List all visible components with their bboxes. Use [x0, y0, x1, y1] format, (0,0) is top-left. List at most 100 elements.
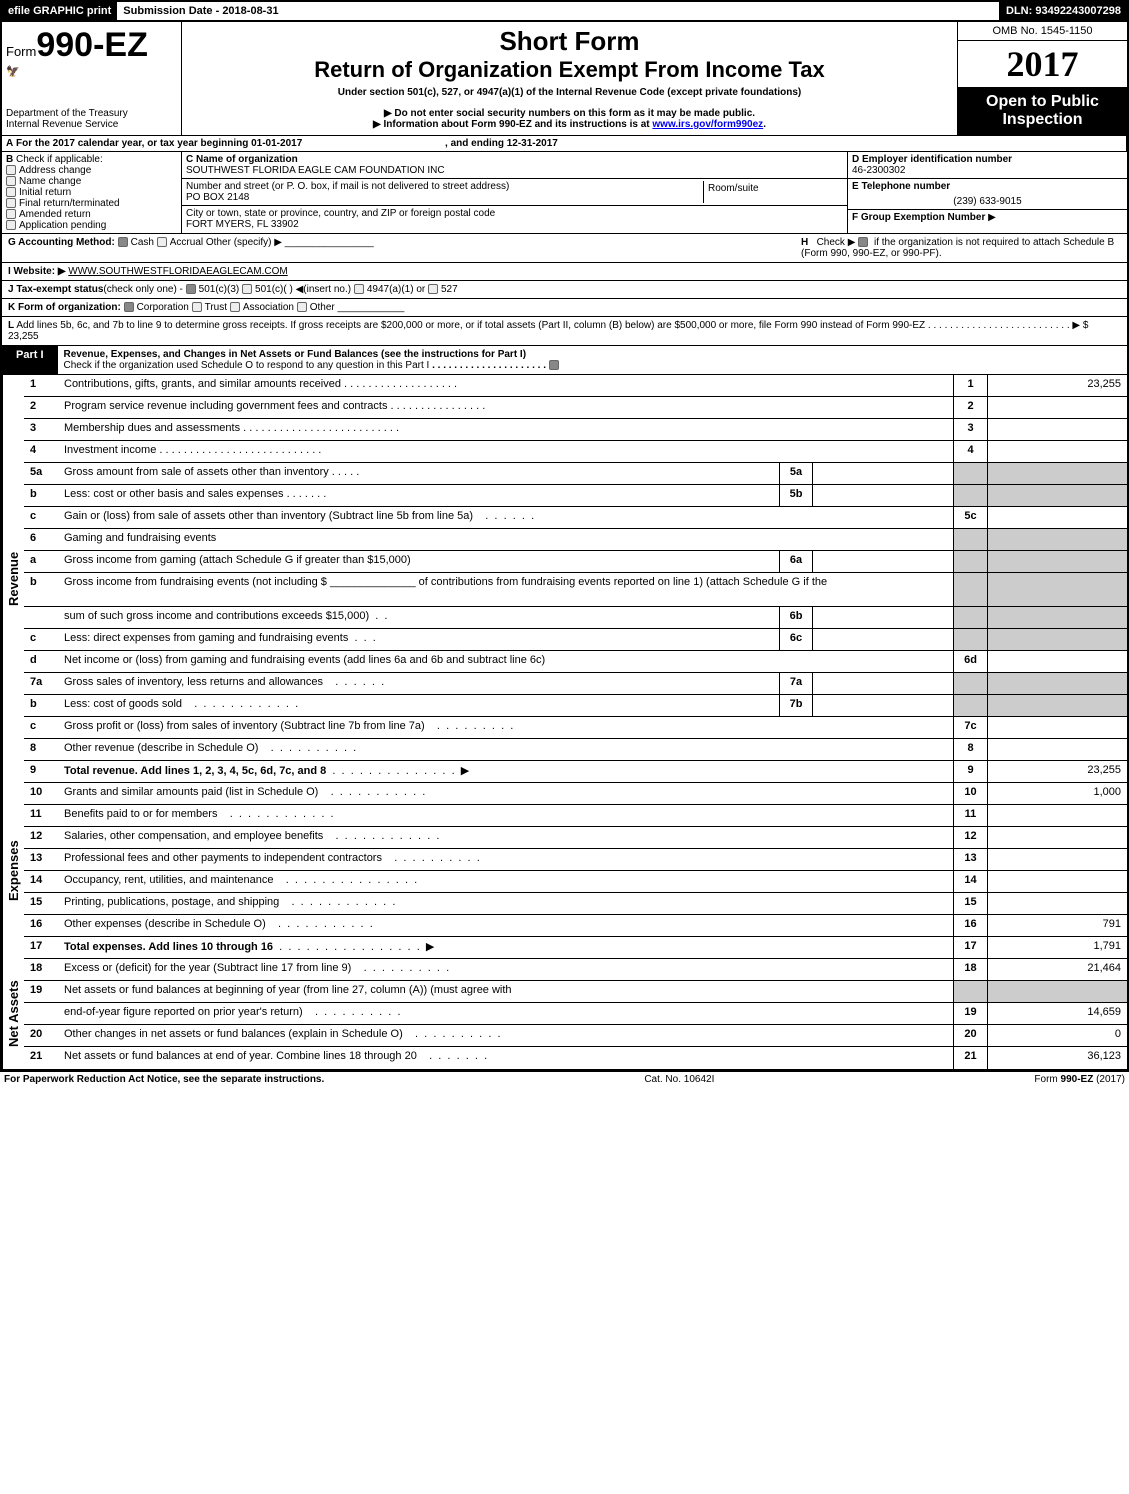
arrow-icon: ▶: [988, 212, 996, 223]
table-row: 10Grants and similar amounts paid (list …: [24, 783, 1127, 805]
val-10: 1,000: [987, 783, 1127, 804]
header-bar: efile GRAPHIC print Submission Date - 20…: [0, 0, 1129, 22]
table-row: sum of such gross income and contributio…: [24, 607, 1127, 629]
val-17: 1,791: [987, 937, 1127, 958]
tax-year: 2017: [958, 41, 1127, 87]
group-exemption-row: F Group Exemption Number ▶: [848, 210, 1127, 225]
table-row: 1Contributions, gifts, grants, and simil…: [24, 375, 1127, 397]
ein: 46-2300302: [852, 165, 905, 176]
part-i-title: Revenue, Expenses, and Changes in Net As…: [58, 346, 568, 374]
dln: DLN: 93492243007298: [1000, 2, 1127, 20]
address: PO BOX 2148: [186, 192, 249, 203]
table-row: bGross income from fundraising events (n…: [24, 573, 1127, 607]
table-row: dNet income or (loss) from gaming and fu…: [24, 651, 1127, 673]
checkbox-icon[interactable]: [354, 284, 364, 294]
checkbox-icon[interactable]: [118, 237, 128, 247]
chk-amended: Amended return: [19, 209, 91, 220]
chk-name: Name change: [19, 176, 81, 187]
checkbox-icon[interactable]: [549, 360, 559, 370]
right-column: OMB No. 1545-1150 2017 Open to Public In…: [957, 22, 1127, 135]
checkbox-icon[interactable]: [230, 302, 240, 312]
checkbox-icon[interactable]: [6, 176, 16, 186]
checkbox-icon[interactable]: [6, 220, 16, 230]
table-row: 13Professional fees and other payments t…: [24, 849, 1127, 871]
section-bcdef: B Check if applicable: Address change Na…: [0, 152, 1129, 234]
table-row: 2Program service revenue including gover…: [24, 397, 1127, 419]
section-b: B Check if applicable: Address change Na…: [2, 152, 182, 233]
checkbox-icon[interactable]: [428, 284, 438, 294]
checkbox-icon[interactable]: [297, 302, 307, 312]
chk-final: Final return/terminated: [19, 198, 120, 209]
ein-row: D Employer identification number 46-2300…: [848, 152, 1127, 179]
efile-label: efile GRAPHIC print: [2, 2, 117, 20]
line-l: L Add lines 5b, 6c, and 7b to line 9 to …: [0, 317, 1129, 346]
val-16: 791: [987, 915, 1127, 936]
line-k: K Form of organization: Corporation Trus…: [0, 299, 1129, 317]
line-i: I Website: ▶ WWW.SOUTHWESTFLORIDAEAGLECA…: [0, 263, 1129, 281]
table-row: 16Other expenses (describe in Schedule O…: [24, 915, 1127, 937]
line-j: J Tax-exempt status(check only one) - 50…: [0, 281, 1129, 299]
city-row: City or town, state or province, country…: [182, 206, 847, 232]
website: WWW.SOUTHWESTFLORIDAEAGLECAM.COM: [68, 266, 287, 277]
line-g: G Accounting Method: Cash Accrual Other …: [8, 237, 374, 248]
table-row: 7aGross sales of inventory, less returns…: [24, 673, 1127, 695]
chk-initial: Initial return: [19, 187, 71, 198]
phone-row: E Telephone number (239) 633-9015: [848, 179, 1127, 210]
checkbox-icon[interactable]: [242, 284, 252, 294]
checkbox-icon[interactable]: [6, 165, 16, 175]
section-c: C Name of organization SOUTHWEST FLORIDA…: [182, 152, 847, 233]
eagle-icon: 🦅: [6, 65, 177, 78]
table-row: 14Occupancy, rent, utilities, and mainte…: [24, 871, 1127, 893]
checkbox-icon[interactable]: [858, 237, 868, 247]
table-row: 8Other revenue (describe in Schedule O) …: [24, 739, 1127, 761]
table-row: 15Printing, publications, postage, and s…: [24, 893, 1127, 915]
table-row: 18Excess or (deficit) for the year (Subt…: [24, 959, 1127, 981]
table-row: 4Investment income . . . . . . . . . . .…: [24, 441, 1127, 463]
table-row: end-of-year figure reported on prior yea…: [24, 1003, 1127, 1025]
line-h: H Check ▶ if the organization is not req…: [801, 237, 1121, 259]
form-number-box: Form990-EZ 🦅 Department of the Treasury …: [2, 22, 182, 135]
open-to-public: Open to Public Inspection: [958, 87, 1127, 135]
form-number: 990-EZ: [36, 26, 148, 64]
chk-pending: Application pending: [19, 220, 106, 231]
val-19: 14,659: [987, 1003, 1127, 1024]
table-row: 20Other changes in net assets or fund ba…: [24, 1025, 1127, 1047]
phone: (239) 633-9015: [852, 196, 1123, 207]
val-18: 21,464: [987, 959, 1127, 980]
address-row: Number and street (or P. O. box, if mail…: [182, 179, 847, 206]
irs-link[interactable]: www.irs.gov/form990ez: [652, 119, 763, 130]
table-row: bLess: cost or other basis and sales exp…: [24, 485, 1127, 507]
checkbox-icon[interactable]: [124, 302, 134, 312]
val-21: 36,123: [987, 1047, 1127, 1069]
table-row: 17Total expenses. Add lines 10 through 1…: [24, 937, 1127, 959]
checkbox-icon[interactable]: [6, 187, 16, 197]
checkbox-icon[interactable]: [157, 237, 167, 247]
table-row: cGross profit or (loss) from sales of in…: [24, 717, 1127, 739]
title-column: Short Form Return of Organization Exempt…: [182, 22, 957, 135]
line-gh: G Accounting Method: Cash Accrual Other …: [0, 234, 1129, 263]
revenue-table: Revenue 1Contributions, gifts, grants, a…: [0, 375, 1129, 783]
submission-date: Submission Date - 2018-08-31: [117, 2, 1000, 20]
part-i-label: Part I: [2, 346, 58, 374]
footer-cat: Cat. No. 10642I: [644, 1074, 714, 1085]
table-row: 6Gaming and fundraising events: [24, 529, 1127, 551]
omb-number: OMB No. 1545-1150: [958, 22, 1127, 41]
table-row: 3Membership dues and assessments . . . .…: [24, 419, 1127, 441]
top-section: Form990-EZ 🦅 Department of the Treasury …: [0, 22, 1129, 136]
org-name: SOUTHWEST FLORIDA EAGLE CAM FOUNDATION I…: [186, 165, 445, 176]
checkbox-icon[interactable]: [6, 198, 16, 208]
page-footer: For Paperwork Reduction Act Notice, see …: [0, 1071, 1129, 1087]
chk-address: Address change: [19, 165, 91, 176]
part-i-header: Part I Revenue, Expenses, and Changes in…: [0, 346, 1129, 375]
footer-left: For Paperwork Reduction Act Notice, see …: [4, 1074, 324, 1085]
checkbox-icon[interactable]: [192, 302, 202, 312]
checkbox-icon[interactable]: [6, 209, 16, 219]
under-section: Under section 501(c), 527, or 4947(a)(1)…: [190, 87, 949, 98]
table-row: 9Total revenue. Add lines 1, 2, 3, 4, 5c…: [24, 761, 1127, 783]
line-a: A For the 2017 calendar year, or tax yea…: [0, 136, 1129, 152]
footer-right: Form 990-EZ (2017): [1034, 1074, 1125, 1085]
checkbox-icon[interactable]: [186, 284, 196, 294]
table-row: bLess: cost of goods sold . . . . . . . …: [24, 695, 1127, 717]
line-a-text: A For the 2017 calendar year, or tax yea…: [2, 136, 1127, 151]
expenses-table: Expenses 10Grants and similar amounts pa…: [0, 783, 1129, 959]
